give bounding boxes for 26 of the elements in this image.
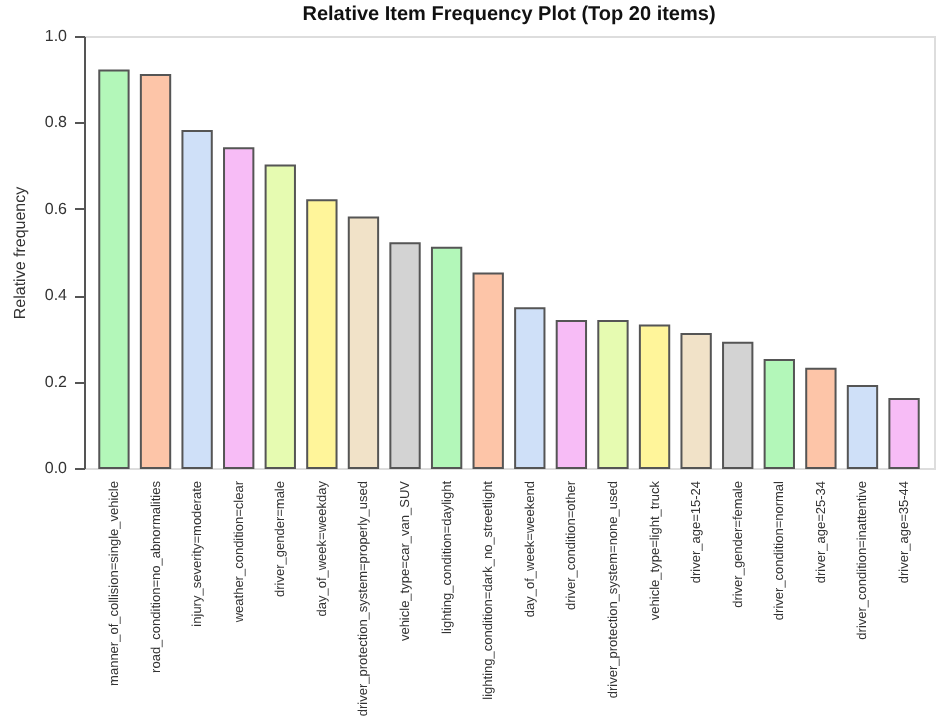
bar [472, 272, 504, 469]
bar [98, 69, 130, 469]
y-axis-title: Relative frequency [10, 186, 29, 320]
y-tick-label: 1.0 [44, 27, 69, 45]
y-tick-label: 0.6 [44, 199, 69, 218]
bar [347, 216, 380, 469]
bar [763, 359, 795, 469]
bar [888, 397, 920, 469]
y-tick-label: 0.4 [44, 286, 69, 305]
bar [680, 333, 712, 469]
bar [430, 246, 463, 469]
bar [846, 384, 879, 469]
bar [555, 320, 588, 469]
bar [805, 367, 837, 469]
bar [223, 147, 255, 469]
y-tick-label: 0.2 [44, 372, 69, 391]
bar [264, 164, 296, 469]
y-tick-label: 0.8 [44, 113, 69, 132]
bar [638, 324, 671, 469]
chart-title: Relative Item Frequency Plot (Top 20 items) [302, 4, 716, 26]
bar [181, 130, 213, 469]
y-tick-label: 0.0 [44, 459, 69, 477]
bar [514, 307, 546, 469]
bar [139, 73, 172, 469]
bar [597, 320, 629, 469]
bar [306, 199, 338, 469]
